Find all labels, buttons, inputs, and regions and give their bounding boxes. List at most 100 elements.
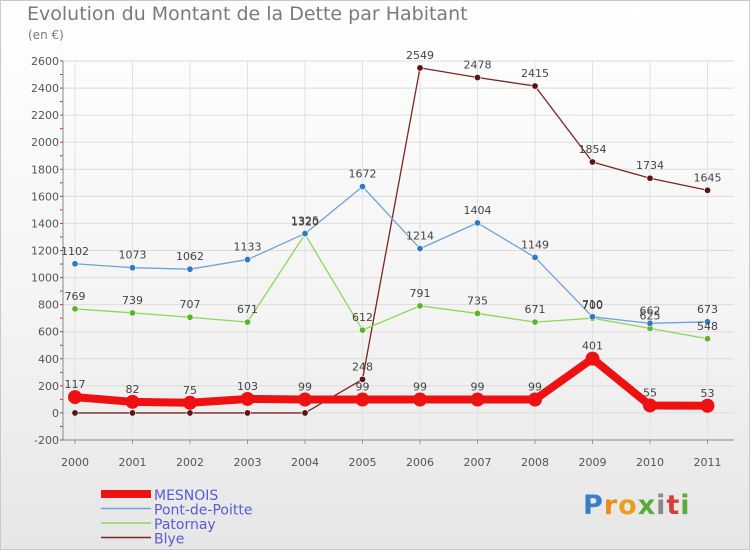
data-label: 1645 [694,171,722,184]
data-point [125,394,140,409]
data-label: 710 [582,298,603,311]
data-label: 1133 [234,241,262,254]
data-point [703,335,711,343]
series-mesnois [68,351,715,413]
y-tick-label: 0 [52,407,59,420]
data-label: 75 [183,384,197,397]
y-tick-label: 2200 [31,109,59,122]
proxiti-logo: Proxiti [583,490,691,521]
data-label: 248 [352,360,373,373]
data-label: 1214 [406,230,434,243]
y-tick-label: 2600 [31,55,59,68]
series-line [74,67,709,414]
series-line [71,354,712,410]
data-point [129,309,137,317]
data-point [71,305,79,313]
x-tick-label: 2002 [176,456,204,469]
data-label: 673 [697,303,718,316]
y-tick-label: 800 [38,299,59,312]
data-label: 671 [237,303,258,316]
data-label: 53 [701,387,715,400]
y-tick-label: 1600 [31,190,59,203]
logo-letter: o [618,490,638,521]
data-label: 1854 [579,143,607,156]
logo-letter: i [680,490,691,521]
data-point [643,398,657,413]
data-label: 769 [65,290,86,303]
logo-letter: P [583,490,604,521]
x-tick-label: 2010 [636,456,664,469]
data-point [413,392,427,407]
x-tick-label: 2004 [291,456,319,469]
data-point [646,174,654,182]
legend-label: Blye [154,532,184,548]
data-point [473,309,481,317]
data-point [244,409,252,417]
x-tick-label: 2011 [694,456,722,469]
logo-letter: t [666,490,681,521]
data-point [703,186,711,194]
grid [63,60,734,441]
data-label: 662 [640,304,661,317]
x-tick-label: 2009 [579,456,607,469]
data-point [186,313,194,321]
data-label: 625 [640,309,661,322]
data-point [244,318,252,326]
data-point [244,256,252,264]
series-blye [71,64,711,417]
data-label: 548 [697,320,718,333]
data-label: 1734 [636,159,664,172]
data-label: 1404 [464,204,492,217]
y-tick-label: -200 [34,434,59,447]
data-label: 99 [298,381,312,394]
logo-letter: x [637,490,657,521]
data-point [186,265,194,273]
data-point [588,158,596,166]
series-patornay [71,230,711,343]
logo-letter: i [656,490,667,521]
x-tick-label: 2003 [234,456,262,469]
data-point [588,313,596,321]
data-label: 1672 [349,168,377,181]
x-tick-label: 2000 [61,456,89,469]
y-tick-label: 1200 [31,245,59,258]
data-point [183,395,197,410]
x-tick-label: 2001 [119,456,147,469]
data-labels: 248 2549 2478 2415 1854 1734 1645 769 739 707 671 1… [61,49,722,400]
data-point [470,392,485,407]
data-point [528,392,542,407]
data-label: 2549 [406,49,434,62]
data-label: 1325 [291,215,319,228]
data-point [71,260,79,268]
y-tick-label: 2000 [31,136,59,149]
chart-unit-label: (en €) [28,28,64,42]
y-tick-label: 2400 [31,82,59,95]
data-point [129,409,137,417]
data-point [646,319,654,327]
y-tick-label: 1400 [31,217,59,230]
data-point [531,253,539,261]
data-point [531,318,539,326]
data-label: 99 [413,381,427,394]
y-tick-label: 1000 [31,272,59,285]
y-tick-label: 600 [38,326,59,339]
data-point [301,230,309,238]
axes: -200 0 200 400 600 800 1000 1200 1400 1600 1800 200… [31,55,734,469]
series-line [74,185,709,324]
data-label: 103 [237,380,258,393]
data-label: 401 [582,340,603,353]
logo-letter: r [603,490,619,521]
data-point [700,398,715,413]
data-point [301,409,309,417]
data-point [703,318,711,326]
data-label: 1062 [176,250,204,263]
series [68,64,715,417]
data-point [71,409,79,417]
data-point [585,351,600,366]
data-label: 117 [65,378,86,391]
data-label: 671 [525,303,546,316]
data-point [240,391,255,406]
data-point [355,392,370,407]
